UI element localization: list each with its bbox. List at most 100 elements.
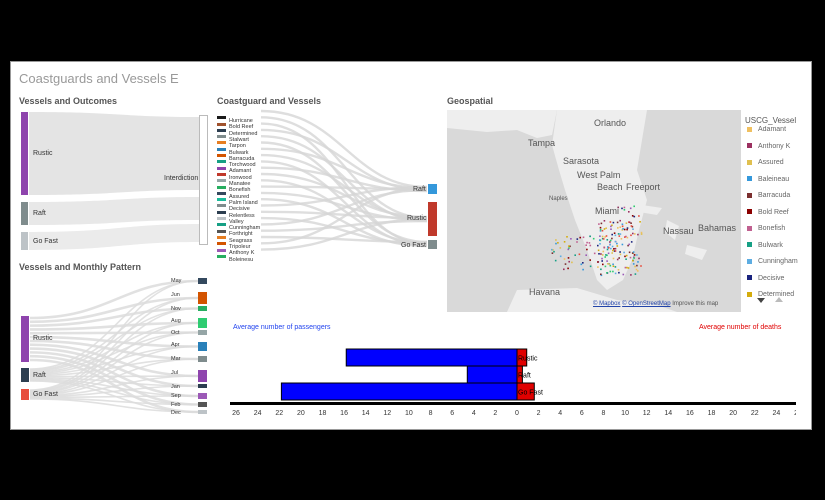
link-raft-interdiction[interactable] (29, 197, 199, 225)
map-point[interactable] (623, 251, 625, 254)
map-point[interactable] (618, 235, 621, 237)
map-point[interactable] (638, 215, 640, 217)
map-point[interactable] (631, 215, 634, 217)
map-point[interactable] (617, 233, 620, 235)
map-point[interactable] (621, 223, 624, 226)
map-point[interactable] (598, 223, 600, 225)
map-point[interactable] (638, 257, 640, 260)
coastguard-node[interactable]: Assured (217, 185, 249, 200)
map-point[interactable] (628, 221, 631, 224)
map-point[interactable] (576, 241, 578, 243)
map-point[interactable] (599, 235, 601, 237)
map-point[interactable] (612, 257, 615, 260)
legend-item[interactable]: Barracuda (747, 192, 790, 199)
map-point[interactable] (576, 238, 579, 240)
map-point[interactable] (567, 257, 570, 259)
coastguard-node[interactable]: Bonefish (217, 178, 250, 193)
map-point[interactable] (602, 263, 604, 266)
bar-passengers[interactable] (345, 348, 518, 367)
coastguard-node[interactable]: Anthony K (217, 241, 254, 256)
coastguard-link[interactable] (260, 160, 428, 247)
month-node[interactable] (198, 306, 207, 311)
coastguard-link[interactable] (260, 217, 428, 251)
map-point[interactable] (603, 228, 606, 230)
map-point[interactable] (604, 236, 606, 238)
map-point[interactable] (627, 267, 630, 269)
map-point[interactable] (614, 272, 617, 275)
map-point[interactable] (612, 221, 615, 224)
map-point[interactable] (597, 261, 599, 263)
coastguard-node[interactable]: Forthright (217, 222, 253, 237)
node-interdiction[interactable] (199, 115, 208, 245)
coastguard-node[interactable]: Boleinesu (217, 248, 253, 263)
node-target-gofast[interactable] (428, 240, 437, 249)
month-node[interactable] (198, 410, 207, 414)
map-point[interactable] (559, 255, 562, 258)
map-point[interactable] (619, 233, 622, 235)
map-point[interactable] (621, 229, 624, 231)
map-point[interactable] (617, 269, 620, 271)
monthly-link[interactable] (29, 339, 199, 361)
map-point[interactable] (613, 232, 616, 234)
map-point[interactable] (601, 229, 604, 232)
map-point[interactable] (606, 239, 609, 241)
coastguard-node[interactable]: Torchwood (217, 153, 256, 168)
map-point[interactable] (578, 253, 581, 256)
coastguard-link[interactable] (260, 147, 428, 190)
map-point[interactable] (599, 230, 602, 232)
map-point[interactable] (621, 243, 624, 246)
map-point[interactable] (613, 248, 615, 250)
map-point[interactable] (636, 264, 638, 267)
coastguard-node[interactable]: Cunningham (217, 216, 260, 231)
map-point[interactable] (631, 252, 634, 254)
map-point[interactable] (623, 206, 626, 209)
map-point[interactable] (601, 235, 604, 238)
legend-item[interactable]: Decisive (747, 275, 784, 282)
legend-scroll-up-icon[interactable] (775, 297, 783, 302)
month-node[interactable] (198, 318, 207, 328)
coastguard-link[interactable] (260, 185, 428, 207)
map-point[interactable] (604, 256, 606, 258)
map-point[interactable] (628, 211, 630, 213)
map-point[interactable] (616, 242, 618, 245)
coastguard-node[interactable]: Seagrass (217, 229, 252, 244)
coastguard-link[interactable] (260, 188, 428, 226)
map-point[interactable] (599, 239, 601, 241)
map-point[interactable] (622, 228, 624, 230)
map-point[interactable] (553, 250, 555, 253)
map-point[interactable] (634, 273, 637, 275)
map-point[interactable] (608, 263, 611, 266)
map-point[interactable] (606, 254, 608, 257)
month-node[interactable] (198, 356, 207, 362)
map-point[interactable] (621, 225, 624, 228)
map-point[interactable] (582, 262, 584, 264)
map-point[interactable] (602, 250, 605, 253)
map-point[interactable] (611, 224, 613, 227)
monthly-link[interactable] (29, 335, 199, 348)
map-point[interactable] (633, 215, 636, 218)
map-point[interactable] (600, 253, 602, 255)
map-point[interactable] (568, 245, 570, 247)
coastguard-node[interactable]: Decisive (217, 197, 250, 212)
map-point[interactable] (612, 263, 614, 266)
map-point[interactable] (629, 207, 632, 210)
map-point[interactable] (600, 273, 602, 276)
map-point[interactable] (599, 243, 601, 245)
map-point[interactable] (582, 268, 584, 271)
node-target-rustic[interactable] (428, 202, 437, 236)
osm-link[interactable]: © OpenStreetMap (622, 301, 671, 307)
legend-scroll-down-icon[interactable] (757, 298, 765, 303)
monthly-link[interactable] (29, 296, 199, 324)
legend-item[interactable]: Baleineau (747, 176, 789, 183)
map-point[interactable] (599, 228, 602, 231)
coastguard-link[interactable] (260, 179, 428, 245)
map-point[interactable] (609, 221, 612, 223)
map-point[interactable] (563, 258, 566, 260)
map-point[interactable] (586, 248, 588, 251)
monthly-link[interactable] (29, 347, 199, 388)
legend-item[interactable]: Anthony K (747, 143, 790, 150)
map-point[interactable] (609, 243, 611, 246)
coastguard-node[interactable]: Manatee (217, 172, 250, 187)
map-area[interactable]: Orlando Tampa Sarasota West Palm Beach F… (447, 110, 741, 312)
map-point[interactable] (613, 250, 616, 252)
